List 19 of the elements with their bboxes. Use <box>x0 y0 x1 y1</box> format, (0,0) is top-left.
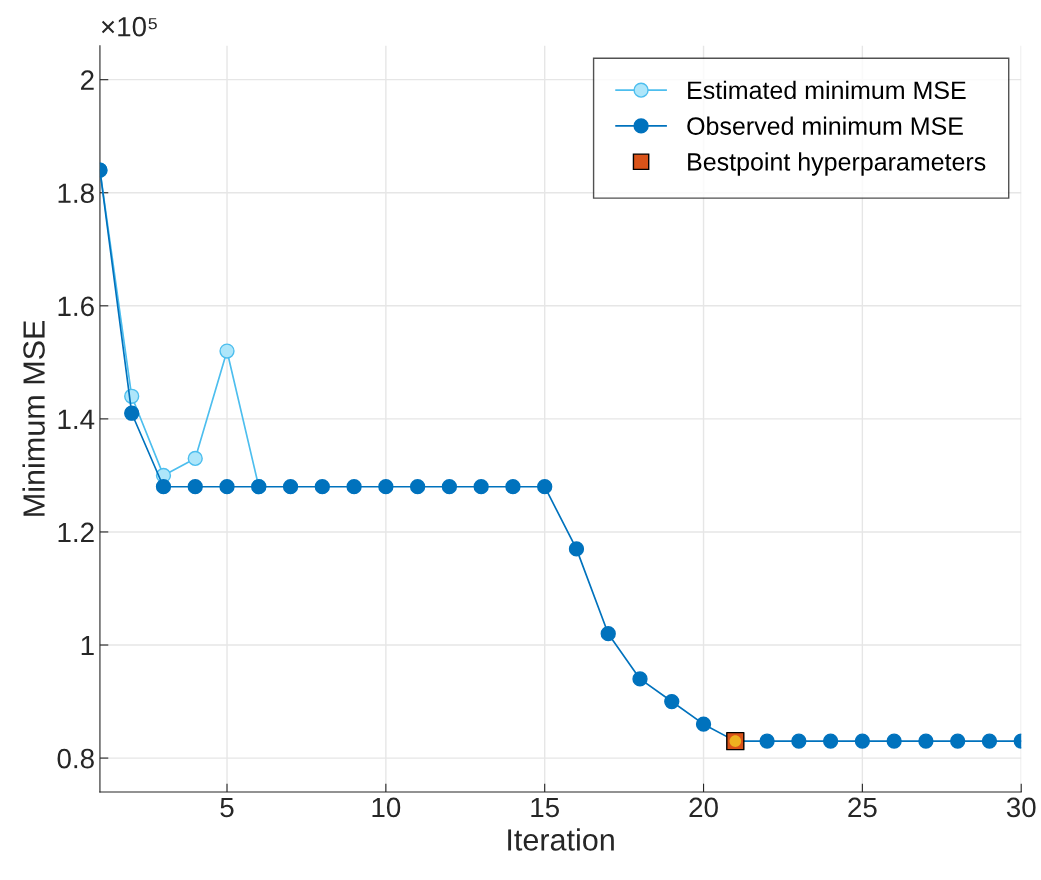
x-tick-label: 15 <box>531 797 559 818</box>
legend-label: Bestpoint hyperparameters <box>688 152 986 176</box>
y-tick-label: 0.8 <box>57 748 94 769</box>
x-tick-label: 30 <box>1006 797 1036 818</box>
x-tick-label: 5 <box>220 797 234 818</box>
y-tick-label: 1.6 <box>58 296 94 317</box>
x-tick-label: 10 <box>372 797 401 818</box>
y-axis-title: Minimum MSE <box>22 320 45 516</box>
y-tick-label: 2 <box>81 70 94 90</box>
y-tick-label: 1.8 <box>58 183 94 204</box>
y-tick-label: 1.4 <box>58 409 95 429</box>
y-tick-label: 1.2 <box>58 522 94 543</box>
legend-label: Estimated minimum MSE <box>688 80 966 100</box>
x-tick-label: 25 <box>848 797 877 818</box>
y-tick-label: 1 <box>81 635 94 656</box>
legend-label: Observed minimum MSE <box>687 116 963 135</box>
x-axis-title: Iteration <box>508 828 614 851</box>
text: ×10⁵ <box>101 16 157 37</box>
x-tick-label: 20 <box>689 797 718 818</box>
